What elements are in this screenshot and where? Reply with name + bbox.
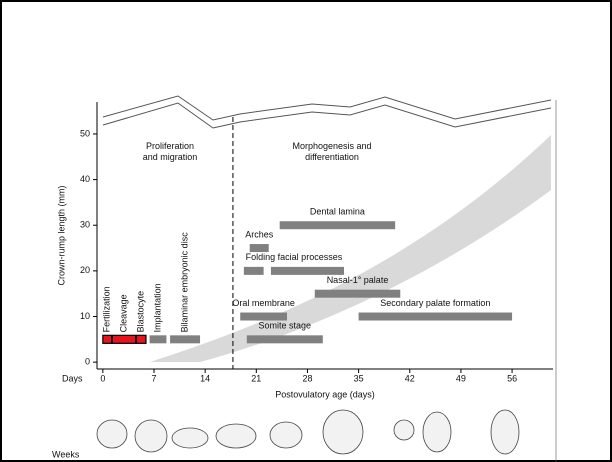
- x-tick-label: 42: [405, 373, 415, 383]
- bar-label: Dental lamina: [310, 207, 365, 217]
- range-bar: [247, 335, 323, 343]
- x-tick-label: 14: [200, 373, 210, 383]
- x-prefix: Days: [62, 373, 83, 383]
- x-tick-label: 0: [100, 373, 105, 383]
- x-axis-title: Postovulatory age (days): [275, 389, 375, 399]
- range-bar: [103, 335, 112, 343]
- bar-label: Blastocyte: [136, 291, 146, 333]
- x-tick-label: 21: [251, 373, 261, 383]
- range-bar: [150, 335, 167, 343]
- range-bar: [112, 335, 135, 343]
- chart: 0 10 20 30 40 50 0 7 14 21 28 35 42 49 56 Days Postovula…: [0, 0, 612, 462]
- range-bar: [240, 313, 287, 321]
- weeks-label: Weeks: [52, 449, 80, 459]
- bar-label: Secondary palate formation: [380, 298, 490, 308]
- y-tick-label: 0: [85, 357, 90, 367]
- x-tick-label: 35: [354, 373, 364, 383]
- range-bar: [271, 267, 344, 275]
- bar-label: Implantation: [152, 283, 162, 332]
- x-tick-label: 7: [151, 373, 156, 383]
- x-tick-label: 28: [302, 373, 312, 383]
- range-bar: [136, 335, 146, 343]
- bar-label: Folding facial processes: [246, 252, 343, 262]
- range-bar: [250, 244, 269, 252]
- y-tick-label: 40: [80, 174, 90, 184]
- bar-label: Fertilization: [102, 286, 112, 332]
- range-bar: [244, 267, 264, 275]
- bar-label: Bilaminar embryonic disc: [179, 232, 189, 333]
- y-tick-label: 20: [80, 265, 90, 275]
- y-tick-label: 50: [80, 128, 90, 138]
- range-bar: [315, 290, 401, 298]
- y-tick-label: 10: [80, 311, 90, 321]
- bar-label: Arches: [245, 229, 274, 239]
- range-bar: [359, 313, 512, 321]
- bar-label: Oral membrane: [232, 298, 295, 308]
- range-bar: [170, 335, 200, 343]
- y-tick-label: 30: [80, 220, 90, 230]
- y-axis-title: Crown-rump length (mm): [56, 185, 66, 285]
- bar-label: Nasal-1° palate: [327, 275, 389, 285]
- x-tick-label: 56: [507, 373, 517, 383]
- x-tick-label: 49: [456, 373, 466, 383]
- range-bar: [280, 221, 395, 229]
- bar-label: Cleavage: [118, 294, 128, 332]
- bar-label: Somite stage: [259, 321, 312, 331]
